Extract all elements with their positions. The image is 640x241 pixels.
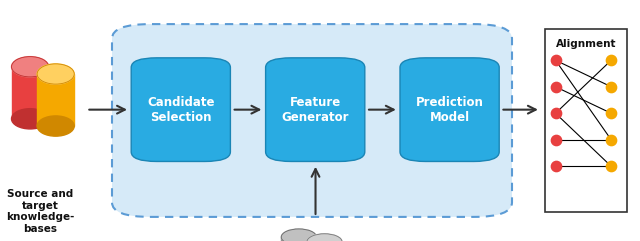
FancyBboxPatch shape — [266, 58, 365, 161]
Text: Candidate
Selection: Candidate Selection — [147, 96, 214, 124]
Point — [606, 111, 616, 115]
FancyBboxPatch shape — [131, 58, 230, 161]
Ellipse shape — [282, 229, 317, 241]
Bar — [12, 67, 49, 119]
Text: Feature
Generator: Feature Generator — [282, 96, 349, 124]
Point — [550, 58, 561, 62]
Text: Source and
target
knowledge-
bases: Source and target knowledge- bases — [6, 189, 74, 234]
Point — [606, 58, 616, 62]
FancyBboxPatch shape — [400, 58, 499, 161]
Ellipse shape — [37, 64, 74, 84]
Point — [550, 111, 561, 115]
Point — [606, 138, 616, 142]
Text: Alignment: Alignment — [556, 39, 616, 48]
Bar — [37, 74, 74, 126]
Bar — [545, 29, 627, 212]
Ellipse shape — [307, 234, 342, 241]
Text: Prediction
Model: Prediction Model — [415, 96, 484, 124]
Point — [550, 85, 561, 89]
FancyBboxPatch shape — [112, 24, 512, 217]
Point — [550, 164, 561, 168]
Point — [606, 164, 616, 168]
Bar — [282, 237, 316, 241]
Point — [606, 85, 616, 89]
Ellipse shape — [12, 57, 49, 77]
Ellipse shape — [12, 109, 49, 129]
Point — [550, 138, 561, 142]
Ellipse shape — [37, 116, 74, 136]
